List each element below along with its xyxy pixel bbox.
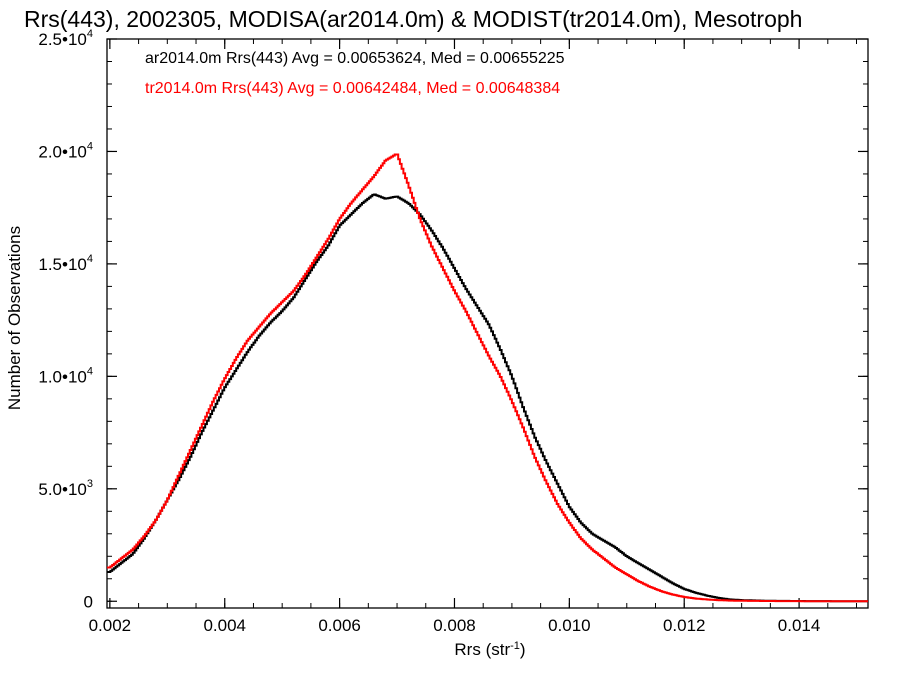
axis-ticks: 0.002 0.004 0.006 0.008 0.010 0.012 0.014 0 5.0•… <box>38 28 868 635</box>
x-tick-label: 0.008 <box>433 616 476 635</box>
chart-title: Rrs(443), 2002305, MODISA(ar2014.0m) & M… <box>24 6 802 32</box>
legend-entry-tr2014: tr2014.0m Rrs(443) Avg = 0.00642484, Med… <box>145 80 560 97</box>
x-tick-label: 0.012 <box>663 616 706 635</box>
series-line-ar2014.0m <box>107 193 868 603</box>
y-tick-label: 1.5•104 <box>38 253 93 274</box>
y-tick-label: 1.0•104 <box>38 365 93 386</box>
y-tick-label: 5.0•103 <box>38 478 93 499</box>
y-tick-label: 0 <box>84 592 93 611</box>
x-tick-label: 0.006 <box>318 616 361 635</box>
y-tick-label: 2.0•104 <box>38 140 93 161</box>
x-axis-label: Rrs (str-1) <box>454 640 525 659</box>
y-tick-label: 2.5•104 <box>38 28 93 49</box>
series-lines <box>107 153 868 603</box>
x-tick-label: 0.014 <box>778 616 821 635</box>
plot-frame <box>106 38 869 609</box>
series-line-tr2014.0m <box>107 153 868 603</box>
x-tick-label: 0.004 <box>203 616 246 635</box>
legend: ar2014.0m Rrs(443) Avg = 0.00653624, Med… <box>145 50 565 97</box>
y-axis-label: Number of Observations <box>5 226 24 410</box>
x-tick-label: 0.010 <box>548 616 591 635</box>
legend-entry-ar2014: ar2014.0m Rrs(443) Avg = 0.00653624, Med… <box>145 50 565 67</box>
x-tick-label: 0.002 <box>89 616 132 635</box>
